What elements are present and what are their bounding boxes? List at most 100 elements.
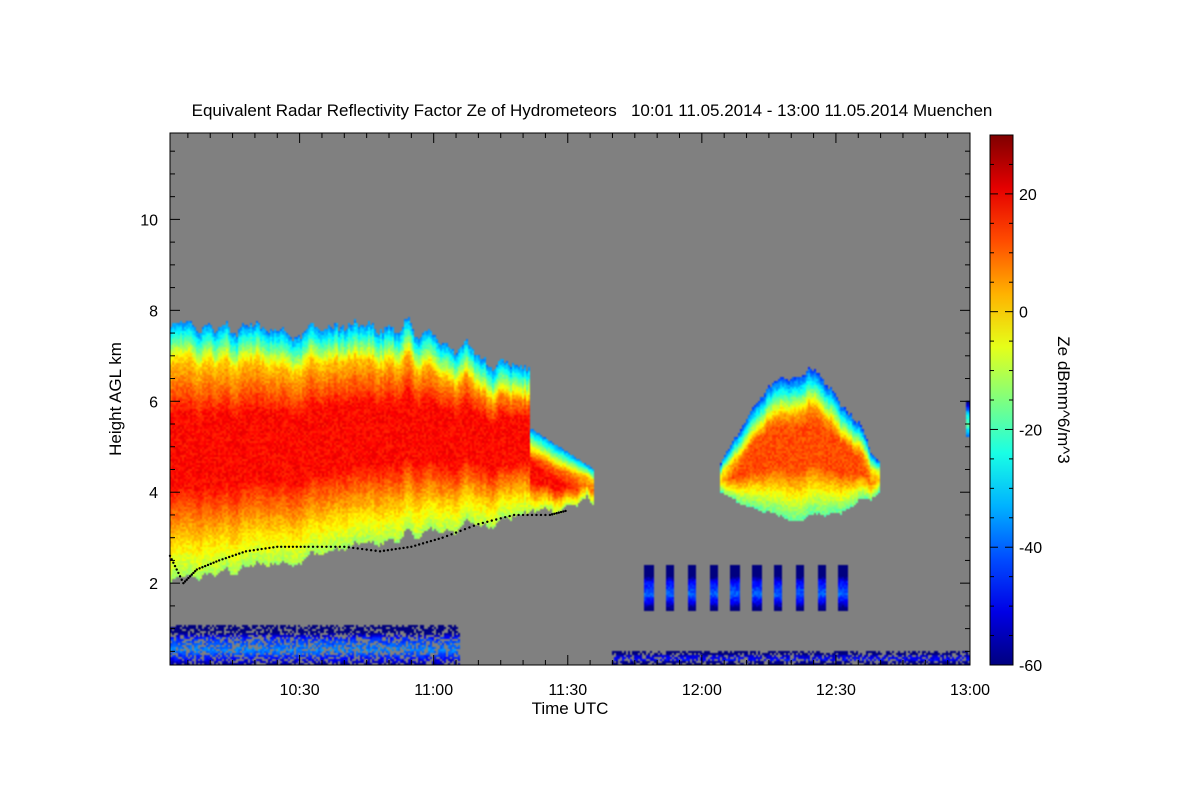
y-tick-label: 8 <box>149 303 158 320</box>
cloud-base-point <box>360 547 364 551</box>
cloud-base-point <box>550 513 554 516</box>
cloud-base-point <box>472 524 476 527</box>
y-tick-label: 4 <box>149 485 158 502</box>
cloud-base-point <box>307 545 310 548</box>
cloud-base-point <box>195 568 199 571</box>
cloud-base-point <box>203 564 207 568</box>
cloud-base-point <box>173 564 177 568</box>
cloud-base-point <box>398 547 401 550</box>
cloud-base-point <box>272 546 275 549</box>
cloud-base-point <box>517 513 520 517</box>
cloud-base-point <box>557 511 561 514</box>
cloud-base-point <box>390 548 393 551</box>
cloud-base-point <box>252 548 255 552</box>
colorbar-tick-label: -60 <box>1019 658 1042 675</box>
cloud-base-point <box>188 575 192 578</box>
cloud-base-point <box>224 556 228 560</box>
cloud-base-point <box>530 513 534 517</box>
cloud-base-point <box>495 518 498 521</box>
cloud-base-point <box>548 513 552 517</box>
y-axis-label: Height AGL km <box>106 342 125 456</box>
cloud-base-point <box>260 547 263 551</box>
cloud-base-point <box>276 545 279 548</box>
cloud-base-point <box>526 513 529 517</box>
cloud-base-point <box>228 555 231 559</box>
cloud-base-point <box>410 545 413 548</box>
cloud-base-point <box>503 516 507 519</box>
cloud-base-point <box>374 549 377 552</box>
cloud-base-point <box>544 513 547 517</box>
cloud-base-point <box>402 546 405 550</box>
cloud-base-point <box>386 548 390 552</box>
cloud-base-point <box>564 509 567 513</box>
cloud-base-point <box>463 527 467 531</box>
cloud-base-point <box>217 559 221 562</box>
cloud-base-point <box>244 550 248 553</box>
cloud-base-point <box>499 517 502 520</box>
plot-frame <box>169 132 971 666</box>
cloud-base-line <box>168 509 567 585</box>
cloud-base-point <box>241 551 244 554</box>
cloud-base-point <box>180 578 183 581</box>
cloud-base-point <box>559 510 563 514</box>
cloud-base-point <box>486 520 489 523</box>
y-tick-label: 6 <box>149 394 158 411</box>
cloud-base-point <box>192 571 195 575</box>
y-tick-label: 2 <box>149 576 158 593</box>
cloud-base-point <box>459 529 462 533</box>
cloud-base-point <box>508 514 511 518</box>
cloud-base-point <box>441 536 444 539</box>
cloud-base-point <box>190 573 193 576</box>
cloud-base-point <box>178 575 182 578</box>
cloud-base-point <box>182 581 185 585</box>
colorbar-tick-label: 0 <box>1019 305 1028 322</box>
x-tick-label: 12:30 <box>816 682 856 699</box>
cloud-base-point <box>356 547 359 550</box>
cloud-base-point <box>183 580 187 583</box>
cloud-base-point <box>512 513 516 517</box>
cloud-base-point <box>352 546 355 550</box>
cloud-base-point <box>299 545 302 548</box>
reflectivity-heatmap <box>170 133 970 665</box>
x-tick-label: 13:00 <box>950 682 990 699</box>
cloud-base-point <box>185 578 188 581</box>
cloud-base-point <box>201 566 204 569</box>
cloud-base-point <box>481 521 485 525</box>
cloud-base-point <box>433 538 437 542</box>
cloud-base-point <box>343 545 346 548</box>
chart-title: Equivalent Radar Reflectivity Factor Ze … <box>192 101 993 120</box>
y-axis-ticks: 2 4 6 8 10 <box>140 150 970 652</box>
cloud-base-point <box>311 545 315 548</box>
x-tick-label: 12:00 <box>682 682 722 699</box>
x-axis-ticks: 10:30 11:00 11:30 12:00 12:30 13:00 <box>187 133 990 699</box>
cloud-base-point <box>454 531 458 534</box>
cloud-base-point <box>382 549 386 552</box>
colorbar-tick-label: -40 <box>1019 540 1042 557</box>
y-tick-label: 10 <box>140 212 158 229</box>
cloud-base-point <box>539 513 543 517</box>
cloud-base-point <box>209 562 212 566</box>
cloud-base-point <box>316 545 319 548</box>
cloud-base-point <box>325 545 328 548</box>
cloud-base-point <box>490 519 493 522</box>
cloud-base-point <box>177 571 180 575</box>
cloud-base-point <box>238 552 241 555</box>
cloud-base-point <box>477 522 480 526</box>
cloud-base-point <box>320 545 324 548</box>
x-tick-label: 11:00 <box>414 682 453 699</box>
colorbar-label: Ze dBmm^6/m^3 <box>1054 336 1073 463</box>
x-axis-label: Time UTC <box>532 699 609 718</box>
cloud-base-point <box>429 539 433 543</box>
cloud-base-point <box>206 563 210 567</box>
cloud-base-point <box>417 543 421 546</box>
cloud-base-point <box>287 545 291 548</box>
cloud-base-point <box>445 534 449 538</box>
cloud-base-point <box>221 558 224 561</box>
cloud-base-point <box>535 513 538 517</box>
cloud-base-point <box>406 546 409 549</box>
cloud-base-point <box>172 561 175 564</box>
cloud-base-point <box>425 541 429 544</box>
cloud-base-point <box>170 558 173 561</box>
cloud-base-point <box>268 546 271 550</box>
cloud-base-point <box>193 570 197 573</box>
